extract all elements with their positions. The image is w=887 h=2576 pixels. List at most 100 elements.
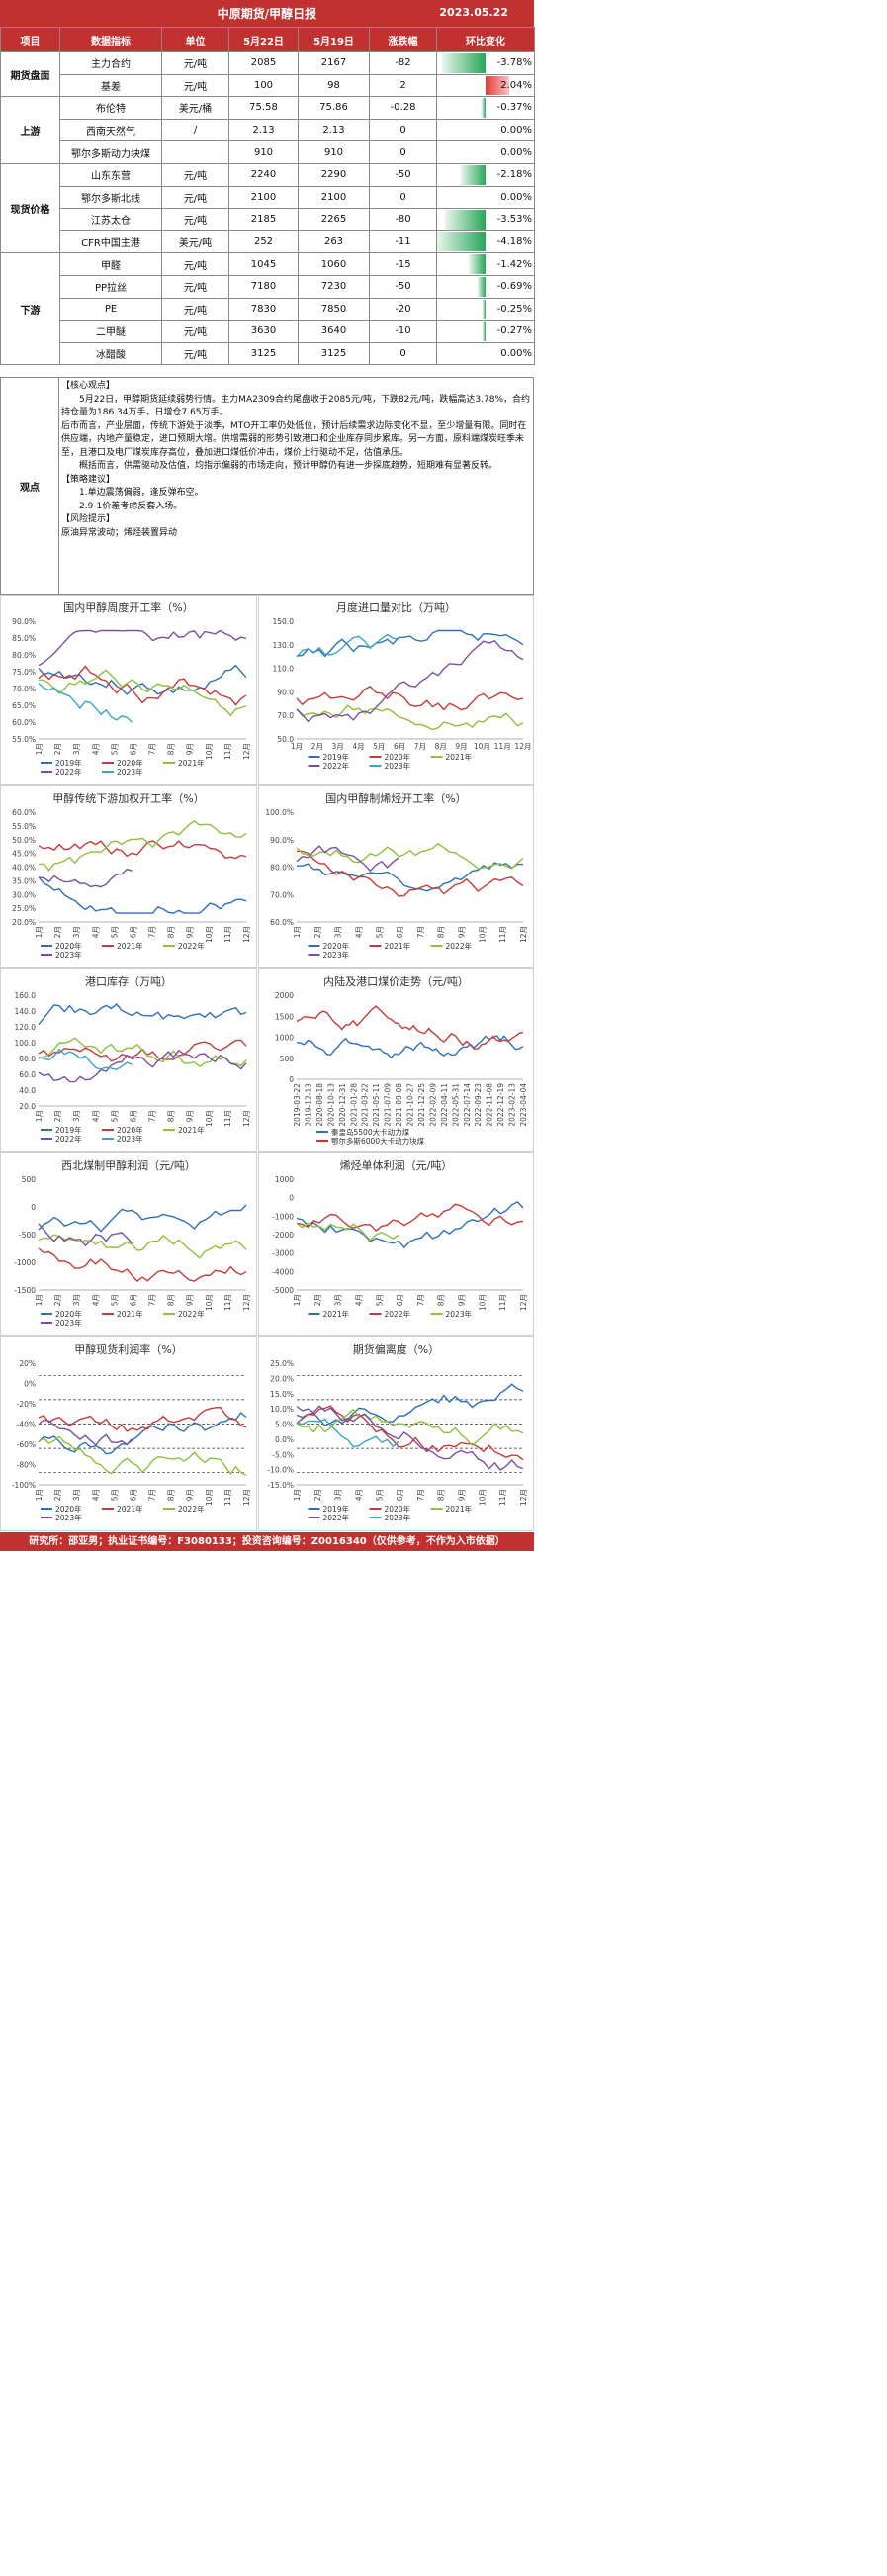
- pct-change-bar: [482, 322, 486, 341]
- legend-label: 2023年: [55, 1318, 82, 1328]
- series-line: [297, 850, 524, 897]
- prev-cell: 7230: [298, 274, 370, 299]
- pct-change-bar: [437, 231, 486, 252]
- table-row: 下游 甲醛 元/吨 1045 1060 -15 -1.42%: [0, 252, 535, 366]
- legend-label: 2021年: [446, 1504, 473, 1514]
- y-tick-label: 60.0%: [12, 718, 36, 727]
- y-tick-label: -100%: [12, 1481, 36, 1490]
- x-tick-label: 2020-12-31: [338, 1083, 347, 1127]
- legend-label: 2019年: [323, 752, 350, 762]
- x-tick-label: 4月: [354, 1294, 363, 1306]
- x-tick-label: 5月: [110, 1110, 119, 1122]
- indicator-cell: 鄂尔多斯北线: [59, 185, 162, 210]
- y-tick-label: -20%: [17, 1400, 36, 1409]
- outlook-line: 后市而言，产业层面，传统下游处于淡季，MTO开工率仍处低位，预计后续需求边际变化…: [61, 420, 527, 458]
- series-line: [38, 1204, 247, 1233]
- chart-panel: 2000 1500 1000 500 0 2019-03-22 2019-12-13 2020…: [258, 968, 534, 1152]
- change-cell: -15: [369, 252, 437, 276]
- y-tick-label: 60.0%: [12, 808, 36, 817]
- y-tick-label: 35.0%: [12, 876, 36, 885]
- prev-cell: 2167: [298, 51, 370, 75]
- x-tick-label: 4月: [352, 742, 364, 751]
- chart-title: 港口库存（万吨）: [85, 975, 172, 988]
- pct-change-bar: [483, 299, 486, 320]
- y-tick-label: 90.0: [277, 688, 294, 696]
- column-header: 5月19日: [298, 27, 370, 52]
- report-date: 2023.05.22: [439, 6, 508, 19]
- x-tick-label: 9月: [186, 926, 195, 938]
- chart-plot: 60.0% 55.0% 50.0% 45.0% 40.0% 35.0% 30.0% 25.0%…: [12, 808, 251, 960]
- y-tick-label: -4000: [272, 1267, 294, 1276]
- x-tick-label: 2022-04-11: [440, 1083, 449, 1127]
- outlook-line: 5月22日，甲醇期货延续弱势行情。主力MA2309合约尾盘收于2085元/吨，下…: [61, 394, 531, 418]
- prev-cell: 2290: [298, 162, 370, 187]
- table-header-row: 项目 数据指标 单位 5月22日 5月19日 涨跌幅 环比变化: [0, 27, 535, 52]
- x-tick-label: 2022-12-19: [496, 1083, 505, 1127]
- chart-title: 期货偏离度（%）: [352, 1343, 440, 1356]
- change-cell: -50: [369, 274, 437, 299]
- x-tick-label: 1月: [293, 926, 302, 938]
- outlook-label: 观点: [1, 378, 59, 594]
- x-tick-label: 12月: [242, 1489, 251, 1506]
- cur-cell: 100: [228, 73, 299, 98]
- y-tick-label: 1000: [275, 1175, 294, 1184]
- x-tick-label: 12月: [519, 926, 528, 943]
- x-tick-label: 12月: [242, 1294, 251, 1311]
- series-line: [38, 1411, 247, 1455]
- x-tick-label: 6月: [129, 1489, 137, 1501]
- x-tick-label: 10月: [478, 1294, 487, 1311]
- indicator-cell: PE: [59, 297, 162, 322]
- x-tick-label: 12月: [519, 1294, 528, 1311]
- prev-cell: 910: [298, 140, 370, 164]
- x-tick-label: 2020-08-18: [315, 1083, 324, 1127]
- table-row: PE 元/吨 7830 7850 -20 -0.25%: [1, 297, 535, 322]
- x-tick-label: 9月: [458, 926, 467, 938]
- chart-plot: 160.0 140.0 120.0 100.0 80.0 60.0 40.0 20.01月 2月…: [15, 991, 251, 1144]
- pct-change-cell: -3.53%: [436, 208, 535, 231]
- legend-label: 2020年: [55, 1309, 82, 1319]
- y-tick-label: 80.0: [19, 1055, 36, 1063]
- legend-label: 2022年: [323, 1513, 350, 1522]
- pct-change-cell: -0.37%: [436, 96, 535, 120]
- legend-label: 2023年: [385, 761, 411, 771]
- x-tick-label: 5月: [373, 742, 385, 751]
- y-tick-label: 65.0%: [12, 701, 36, 710]
- y-tick-label: 100.0: [15, 1039, 37, 1048]
- x-tick-label: 2019-03-22: [293, 1083, 302, 1127]
- pct-change-cell: -0.27%: [436, 320, 535, 343]
- x-tick-label: 12月: [514, 742, 531, 751]
- legend-label: 2023年: [117, 767, 143, 777]
- x-tick-label: 6月: [396, 1489, 404, 1501]
- series-line: [296, 686, 524, 711]
- series-line: [296, 633, 399, 658]
- chart-plot: 100.0% 90.0% 80.0% 70.0% 60.0%1月 2月 3月 4月 5月 6月 7月…: [265, 808, 528, 960]
- y-tick-label: -3000: [272, 1249, 294, 1258]
- unit-cell: 元/吨: [161, 274, 229, 299]
- y-tick-label: 2000: [275, 991, 294, 1000]
- pct-change-cell: -0.69%: [436, 274, 535, 299]
- chart-panel: 60.0% 55.0% 50.0% 45.0% 40.0% 35.0% 30.0% 25.0%…: [0, 785, 257, 968]
- series-line: [38, 1003, 247, 1026]
- series-line: [296, 1035, 524, 1059]
- column-header: 5月22日: [228, 27, 299, 52]
- category-cell: 下游: [0, 252, 60, 366]
- series-line: [38, 1048, 133, 1070]
- y-tick-label: 55.0%: [12, 822, 36, 831]
- x-tick-label: 8月: [435, 742, 447, 751]
- y-tick-label: -5000: [272, 1286, 294, 1295]
- legend-label: 2023年: [117, 1134, 143, 1144]
- series-line: [38, 1247, 247, 1282]
- indicator-cell: 鄂尔多斯动力块煤: [59, 140, 162, 164]
- y-tick-label: 70.0%: [270, 890, 294, 899]
- pct-change-value: 0.00%: [500, 191, 532, 203]
- x-tick-label: 2021-03-22: [361, 1083, 370, 1127]
- x-tick-label: 1月: [35, 926, 44, 938]
- pct-change-value: -0.37%: [496, 102, 532, 114]
- x-tick-label: 8月: [167, 743, 176, 755]
- x-tick-label: 1月: [35, 743, 44, 755]
- x-tick-label: 3月: [72, 1489, 81, 1501]
- y-tick-label: -15.0%: [267, 1481, 294, 1490]
- chart-panel: 160.0 140.0 120.0 100.0 80.0 60.0 40.0 20.0 1月 2月…: [0, 968, 257, 1152]
- prev-cell: 98: [298, 73, 370, 98]
- y-tick-label: 45.0%: [12, 850, 36, 859]
